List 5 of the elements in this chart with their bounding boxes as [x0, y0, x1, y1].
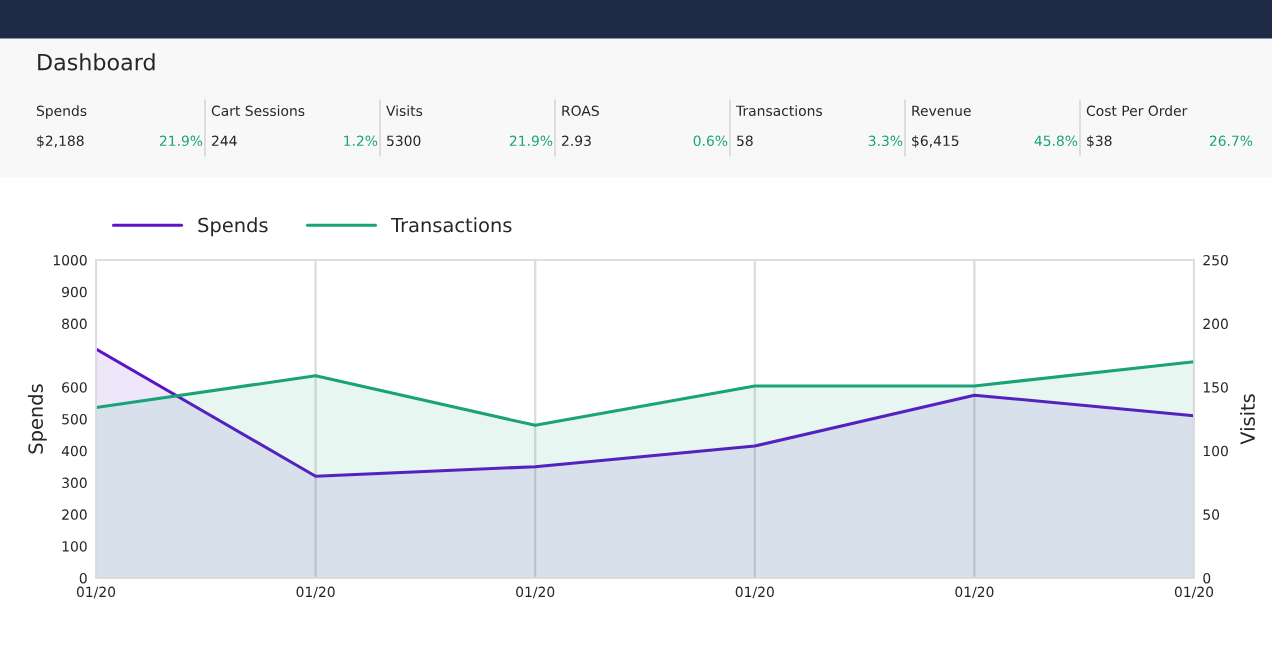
- legend-label: Spends: [198, 217, 268, 237]
- y-axis-title: Spends: [27, 384, 47, 454]
- text: Dashboard: [38, 53, 155, 71]
- y2-axis-title: Visits: [1239, 394, 1256, 445]
- legend-label: Transactions: [391, 217, 512, 233]
